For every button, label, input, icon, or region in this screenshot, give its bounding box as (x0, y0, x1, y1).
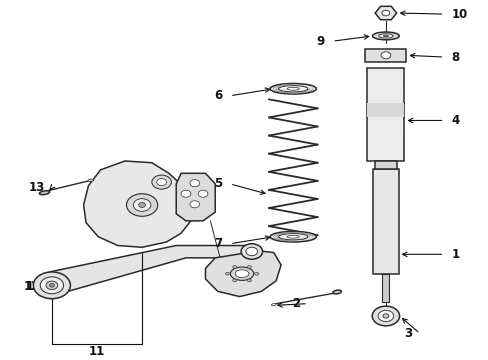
FancyBboxPatch shape (372, 169, 398, 274)
FancyBboxPatch shape (365, 49, 406, 62)
Circle shape (381, 10, 389, 16)
Circle shape (382, 314, 388, 318)
Text: 7: 7 (214, 237, 222, 250)
Circle shape (181, 190, 190, 197)
Polygon shape (83, 161, 193, 247)
Text: 11: 11 (89, 345, 105, 357)
Text: 1: 1 (451, 248, 459, 261)
Text: 8: 8 (451, 50, 459, 64)
Polygon shape (176, 173, 215, 221)
Circle shape (139, 203, 145, 207)
Circle shape (241, 244, 262, 259)
Ellipse shape (269, 84, 316, 94)
Text: 5: 5 (214, 177, 222, 190)
FancyBboxPatch shape (374, 161, 396, 169)
FancyBboxPatch shape (366, 68, 404, 161)
Polygon shape (49, 246, 254, 297)
Text: 3: 3 (404, 327, 412, 340)
Circle shape (40, 277, 63, 294)
Circle shape (232, 279, 236, 282)
Text: 13: 13 (28, 181, 44, 194)
Text: 4: 4 (451, 114, 459, 127)
Ellipse shape (235, 270, 248, 278)
Ellipse shape (383, 35, 387, 37)
Circle shape (371, 306, 399, 326)
Circle shape (377, 310, 393, 321)
Circle shape (245, 247, 257, 256)
Circle shape (232, 266, 236, 269)
Circle shape (189, 201, 199, 208)
Ellipse shape (88, 179, 94, 181)
Circle shape (152, 175, 171, 189)
Ellipse shape (378, 34, 392, 38)
Circle shape (225, 272, 229, 275)
Circle shape (247, 266, 251, 269)
Text: 6: 6 (214, 89, 222, 102)
Circle shape (198, 190, 207, 197)
Circle shape (247, 279, 251, 282)
Text: 12: 12 (26, 279, 42, 293)
Polygon shape (205, 251, 281, 297)
Ellipse shape (332, 290, 341, 294)
FancyBboxPatch shape (382, 274, 388, 302)
Ellipse shape (286, 235, 299, 238)
Text: 2: 2 (292, 297, 300, 310)
Text: 10: 10 (451, 8, 467, 21)
Circle shape (33, 272, 70, 299)
Text: 9: 9 (316, 35, 325, 48)
Ellipse shape (269, 231, 316, 242)
Circle shape (157, 179, 166, 186)
Ellipse shape (372, 32, 399, 40)
Circle shape (126, 194, 158, 216)
Ellipse shape (278, 234, 307, 240)
Circle shape (254, 272, 258, 275)
Circle shape (189, 180, 199, 187)
Text: 12: 12 (23, 279, 40, 293)
Circle shape (46, 281, 58, 289)
Ellipse shape (39, 191, 50, 195)
Circle shape (380, 52, 390, 59)
Ellipse shape (230, 267, 253, 280)
Circle shape (49, 284, 54, 287)
FancyBboxPatch shape (366, 103, 404, 117)
Ellipse shape (278, 86, 307, 92)
Ellipse shape (286, 87, 299, 90)
Ellipse shape (271, 303, 276, 306)
Circle shape (133, 199, 151, 211)
